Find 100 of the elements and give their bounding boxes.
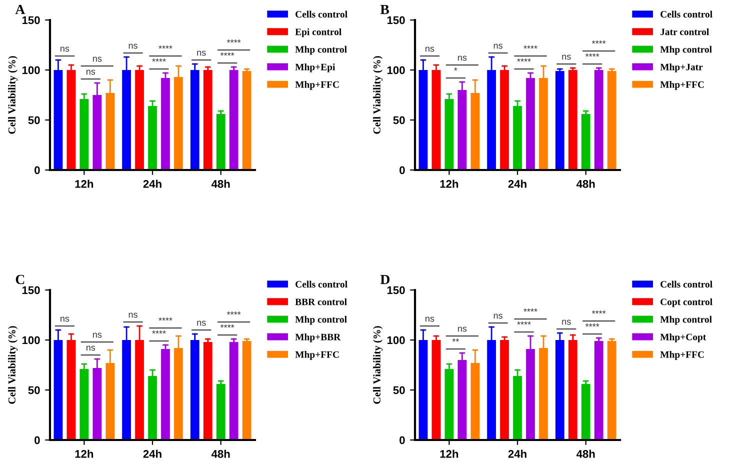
- annotation: ****: [524, 308, 538, 312]
- y-tick-label: 50: [393, 386, 405, 394]
- x-tick-label: 48h: [576, 450, 595, 458]
- bar: [607, 341, 616, 440]
- y-tick-label: 150: [387, 16, 405, 24]
- annotation: *: [454, 67, 458, 71]
- x-tick-label: 24h: [508, 180, 526, 188]
- legend-label: Mhp+Jatr: [660, 63, 703, 72]
- legend-label: Mhp+BBR: [295, 333, 341, 342]
- annotation: ****: [226, 39, 241, 43]
- bar: [203, 342, 212, 440]
- annotation: ns: [128, 312, 138, 318]
- bar: [500, 70, 509, 170]
- legend-label: Mhp control: [660, 316, 712, 325]
- y-tick-label: 150: [22, 286, 40, 294]
- legend-label: Mhp+Copt: [660, 333, 706, 342]
- bar: [568, 70, 578, 170]
- x-tick-label: 48h: [211, 450, 230, 458]
- bar: [203, 70, 212, 170]
- annotation: ns: [494, 314, 502, 319]
- bar: [607, 71, 616, 170]
- chart-title: A: [15, 4, 26, 14]
- y-tick-label: 50: [393, 116, 405, 124]
- annotation: ****: [226, 311, 241, 315]
- y-tick-label: 150: [22, 16, 40, 24]
- y-axis-title: Cell Viability (%): [8, 56, 18, 134]
- annotation: ns: [562, 320, 571, 325]
- bar: [594, 70, 604, 170]
- annotation: ns: [458, 56, 467, 61]
- x-tick-label: 48h: [576, 180, 595, 188]
- annotation: ns: [60, 46, 70, 52]
- x-tick-label: 24h: [143, 180, 162, 188]
- bar: [135, 70, 144, 170]
- annotation: ns: [426, 316, 434, 322]
- legend-label: Cells control: [660, 280, 712, 288]
- y-tick-label: 100: [387, 66, 405, 74]
- y-tick-label: 0: [400, 436, 405, 444]
- chart-title: B: [380, 4, 390, 14]
- bar: [242, 71, 252, 170]
- annotation: ****: [517, 321, 531, 325]
- annotation: ns: [86, 70, 96, 75]
- legend-label: Cells control: [296, 280, 348, 288]
- y-tick-label: 50: [28, 386, 40, 394]
- y-tick-label: 0: [34, 166, 40, 174]
- bar: [216, 384, 226, 440]
- y-axis-title: Cell Viability (%): [373, 56, 383, 134]
- annotation: ****: [152, 58, 166, 62]
- bar: [242, 341, 252, 440]
- y-axis-title: Cell Viability (%): [373, 326, 383, 404]
- legend-label: Mhp+FFC: [295, 81, 339, 90]
- annotation: ****: [517, 58, 531, 62]
- y-tick-label: 0: [34, 436, 40, 444]
- x-tick-label: 12h: [75, 180, 94, 188]
- annotation: ****: [220, 52, 234, 56]
- legend-label: Copt control: [660, 298, 712, 308]
- y-tick-label: 100: [22, 336, 40, 344]
- x-tick-label: 48h: [211, 180, 230, 188]
- annotation: ns: [197, 320, 206, 326]
- annotation: ****: [524, 45, 538, 49]
- bar: [581, 384, 590, 440]
- annotation: ****: [158, 45, 172, 49]
- chart-title: D: [380, 274, 390, 284]
- bar: [229, 70, 238, 170]
- legend-label: Mhp control: [295, 46, 347, 55]
- annotation: ns: [494, 44, 502, 49]
- annotation: ns: [92, 332, 102, 338]
- y-tick-label: 150: [387, 286, 405, 294]
- annotation: ****: [220, 324, 234, 328]
- annotation: ns: [426, 46, 434, 52]
- annotation: ns: [197, 50, 206, 56]
- y-tick-label: 0: [400, 166, 405, 174]
- legend-label: Mhp control: [295, 316, 347, 325]
- x-tick-label: 24h: [508, 450, 526, 458]
- x-tick-label: 12h: [75, 450, 94, 458]
- chart-title: C: [16, 274, 24, 284]
- annotation: ns: [128, 44, 138, 49]
- bar: [229, 342, 238, 440]
- y-axis-title: Cell Viability (%): [8, 326, 18, 404]
- legend-label: BBR control: [295, 298, 347, 306]
- annotation: ns: [92, 56, 102, 62]
- annotation: ****: [158, 317, 172, 321]
- annotation: ****: [592, 310, 606, 314]
- legend-label: Mhp+FFC: [660, 81, 704, 90]
- annotation: **: [452, 338, 460, 342]
- annotation: ****: [585, 323, 600, 327]
- x-tick-label: 24h: [143, 450, 162, 458]
- x-tick-label: 12h: [440, 450, 458, 458]
- x-tick-label: 12h: [440, 180, 458, 188]
- annotation: ****: [152, 330, 166, 334]
- legend-label: Mhp control: [660, 46, 712, 55]
- legend-label: Mhp+FFC: [295, 351, 339, 360]
- annotation: ****: [592, 40, 606, 44]
- legend-label: Cells control: [296, 10, 348, 18]
- legend-label: Jatr control: [660, 28, 709, 36]
- y-tick-label: 100: [22, 66, 40, 74]
- y-tick-label: 50: [28, 116, 40, 124]
- legend-label: Epi control: [295, 28, 342, 38]
- bar: [161, 349, 170, 440]
- legend-label: Mhp+Epi: [295, 63, 336, 72]
- annotation: ns: [86, 346, 96, 351]
